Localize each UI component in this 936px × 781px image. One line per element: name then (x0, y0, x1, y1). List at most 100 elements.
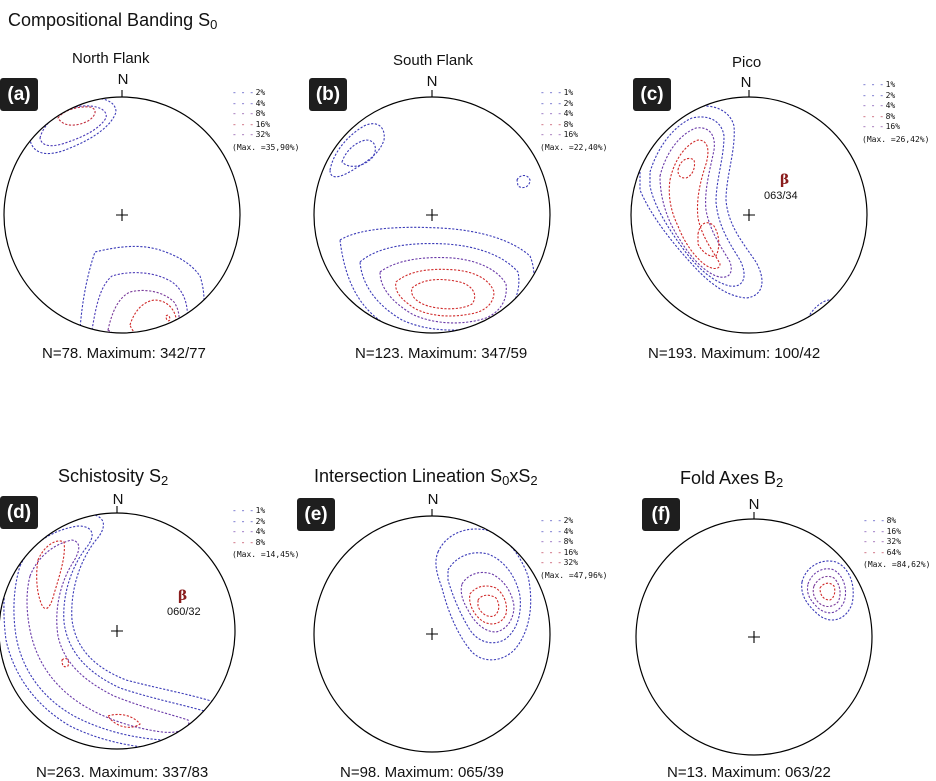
contour-a-se-32 (165, 314, 171, 322)
stereonet-b (313, 90, 551, 334)
contour-c-se (807, 299, 835, 327)
contour-e-8 (460, 571, 515, 633)
contour-b-s-4 (379, 257, 507, 324)
legend-row: - - -1% (540, 88, 574, 97)
legend-row: - - -8% (232, 537, 266, 547)
panel-b-caption: N=123. Maximum: 347/59 (355, 345, 528, 362)
panel-d-caption: N=263. Maximum: 337/83 (36, 764, 209, 781)
legend-row: - - -8% (540, 537, 574, 547)
legend-row: - - -64% (863, 547, 902, 557)
legend-row: - - -32% (540, 558, 579, 568)
contour-c-2 (649, 116, 745, 287)
legend-row: - - -8% (863, 516, 897, 525)
stereonet-d (0, 506, 236, 750)
contour-b-s-8 (395, 268, 495, 317)
contour-c-16b (697, 222, 720, 257)
legend-row: - - -8% (540, 119, 574, 129)
contour-e-4 (447, 552, 521, 644)
panel-d-badge: (d) (0, 496, 38, 529)
panel-c-legend: - - -1% - - -2% - - -4% - - -8% - - -16%… (862, 80, 929, 146)
panel-c-beta-symbol: β (780, 172, 790, 188)
legend-row: - - -16% (540, 130, 579, 140)
contour-a-nw-8 (57, 106, 96, 126)
panel-b-north-label: N (426, 73, 438, 90)
panel-e-north-label: N (427, 491, 439, 508)
panel-a-subtitle: North Flank (72, 50, 150, 67)
contour-f-64 (819, 582, 836, 601)
panel-a-badge: (a) (0, 78, 38, 111)
panel-c-beta-value: 063/34 (764, 190, 798, 202)
panel-c-badge: (c) (633, 78, 671, 111)
legend-row: - - -1% (862, 80, 896, 89)
panel-a-legend: - - -2% - - -4% - - -8% - - -16% - - -32… (232, 88, 299, 154)
legend-row: - - -2% (540, 516, 574, 525)
panel-c-caption: N=193. Maximum: 100/42 (648, 345, 821, 362)
contour-a-se-16 (129, 299, 177, 333)
contour-d-4 (26, 539, 190, 733)
contour-e-16 (469, 585, 508, 625)
legend-max: (Max. =22,40%) (540, 142, 608, 152)
legend-row: - - -2% (232, 88, 266, 97)
contour-c-16a (677, 157, 696, 179)
center-cross-e (426, 628, 438, 640)
contour-f-16 (806, 568, 847, 614)
legend-row: - - -8% (232, 109, 266, 119)
center-cross-f (748, 631, 760, 643)
legend-row: - - -4% (540, 109, 574, 119)
center-cross-d (111, 625, 123, 637)
legend-max: (Max. =47,96%) (540, 570, 608, 580)
panel-c-north-label: N (740, 74, 752, 91)
contour-a-se-8 (107, 289, 180, 333)
panel-f-badge: (f) (642, 498, 680, 531)
stereonet-c (630, 90, 868, 334)
panel-d-legend: - - -1% - - -2% - - -4% - - -8% (Max. =1… (232, 506, 299, 561)
contour-a-nw-4 (39, 105, 107, 147)
contour-c-8 (668, 139, 721, 270)
section-title-fold-axes: Fold Axes B2 (680, 468, 784, 490)
contour-b-e-1 (516, 174, 531, 189)
center-cross-a (116, 209, 128, 221)
center-cross-b (426, 209, 438, 221)
contour-a-se-2 (79, 245, 205, 333)
panel-b-subtitle: South Flank (393, 52, 474, 69)
stereonet-e (313, 509, 551, 753)
legend-row: - - -4% (232, 98, 266, 108)
center-cross-c (743, 209, 755, 221)
legend-row: - - -2% (540, 98, 574, 108)
legend-max: (Max. =84,62%) (863, 560, 931, 570)
panel-f-caption: N=13. Maximum: 063/22 (667, 764, 831, 781)
contour-b-s-2 (359, 243, 520, 331)
legend-row: - - -2% (862, 90, 896, 100)
legend-row: - - -16% (862, 122, 901, 132)
panel-f-north-label: N (748, 496, 760, 513)
legend-row: - - -1% (232, 506, 266, 515)
legend-row: - - -2% (232, 516, 266, 526)
legend-row: - - -4% (232, 527, 266, 537)
panel-a-north-label: N (117, 71, 129, 88)
legend-row: - - -32% (863, 537, 902, 547)
panel-a-caption: N=78. Maximum: 342/77 (42, 345, 206, 362)
contour-d-8b (61, 657, 70, 668)
contour-b-s-16 (411, 278, 476, 310)
panel-e-caption: N=98. Maximum: 065/39 (340, 764, 504, 781)
contour-d-1 (3, 513, 231, 749)
panel-b-legend: - - -1% - - -2% - - -4% - - -8% - - -16%… (540, 88, 607, 154)
contour-b-nw-1 (329, 123, 385, 178)
contour-f-32 (812, 575, 841, 608)
stereonet-a (3, 90, 241, 334)
panel-f-legend: - - -8% - - -16% - - -32% - - -64% (Max.… (863, 516, 930, 571)
legend-row: - - -16% (863, 526, 902, 536)
legend-row: - - -8% (862, 111, 896, 121)
panel-e-legend: - - -2% - - -4% - - -8% - - -16% - - -32… (540, 516, 607, 582)
contour-d-2 (13, 525, 216, 741)
panel-b-badge: (b) (309, 78, 347, 111)
panel-e-badge: (e) (297, 498, 335, 531)
contour-b-nw-2 (341, 139, 376, 167)
contour-c-4 (659, 127, 732, 278)
contour-d-8c (107, 713, 141, 728)
panel-d-beta-value: 060/32 (167, 606, 201, 618)
legend-row: - - -32% (232, 130, 271, 140)
panel-d-beta-symbol: β (178, 588, 188, 604)
section-title-intersection-lineation: Intersection Lineation S0xS2 (314, 466, 538, 488)
